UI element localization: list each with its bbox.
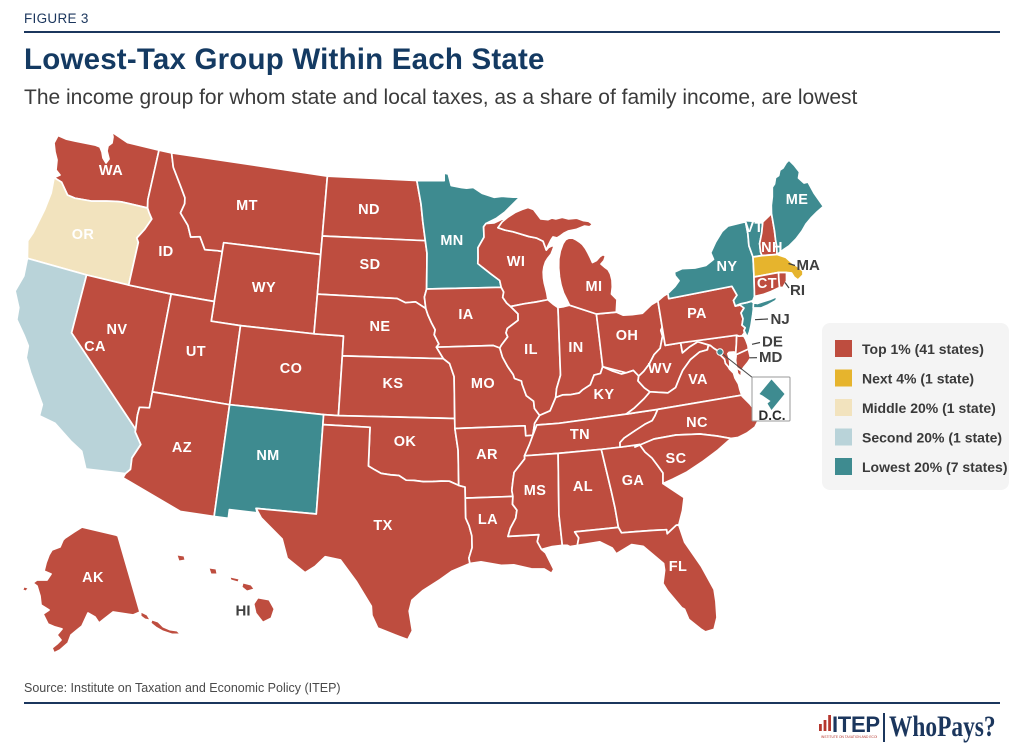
svg-text:HI: HI bbox=[236, 603, 251, 620]
svg-text:Second 20% (1 state): Second 20% (1 state) bbox=[862, 430, 1002, 446]
svg-text:SD: SD bbox=[360, 257, 381, 273]
svg-text:VT: VT bbox=[744, 220, 763, 236]
svg-text:VA: VA bbox=[688, 372, 708, 388]
svg-text:AR: AR bbox=[476, 447, 498, 463]
svg-text:MD: MD bbox=[759, 349, 782, 366]
svg-text:MI: MI bbox=[586, 279, 603, 295]
svg-text:NM: NM bbox=[256, 448, 279, 464]
svg-text:AZ: AZ bbox=[172, 440, 192, 456]
svg-text:TN: TN bbox=[570, 427, 590, 443]
svg-text:Middle 20% (1 state): Middle 20% (1 state) bbox=[862, 400, 996, 416]
svg-text:MT: MT bbox=[236, 198, 258, 214]
svg-text:MA: MA bbox=[797, 257, 820, 274]
svg-text:UT: UT bbox=[186, 344, 206, 360]
svg-text:NE: NE bbox=[370, 319, 391, 335]
svg-text:IA: IA bbox=[458, 307, 473, 323]
svg-text:MS: MS bbox=[524, 483, 547, 499]
svg-text:NC: NC bbox=[686, 415, 708, 431]
svg-text:ME: ME bbox=[786, 192, 809, 208]
svg-text:RI: RI bbox=[790, 282, 805, 299]
svg-text:IN: IN bbox=[568, 340, 583, 356]
svg-text:TX: TX bbox=[373, 518, 392, 534]
svg-text:OH: OH bbox=[616, 328, 639, 344]
svg-text:NH: NH bbox=[761, 240, 783, 256]
svg-text:FL: FL bbox=[669, 559, 688, 575]
svg-text:CA: CA bbox=[84, 339, 106, 355]
svg-text:WY: WY bbox=[252, 280, 276, 296]
svg-text:ID: ID bbox=[158, 244, 173, 260]
svg-text:MN: MN bbox=[440, 233, 463, 249]
svg-text:MO: MO bbox=[471, 376, 495, 392]
svg-text:CT: CT bbox=[757, 276, 777, 292]
svg-text:OR: OR bbox=[72, 227, 95, 243]
svg-text:AL: AL bbox=[573, 479, 593, 495]
svg-text:Next 4% (1 state): Next 4% (1 state) bbox=[862, 371, 974, 387]
svg-text:KS: KS bbox=[383, 376, 404, 392]
svg-text:CO: CO bbox=[280, 361, 303, 377]
svg-text:NV: NV bbox=[107, 322, 128, 338]
svg-text:NJ: NJ bbox=[771, 311, 790, 328]
svg-text:LA: LA bbox=[478, 512, 498, 528]
svg-text:GA: GA bbox=[622, 473, 645, 489]
svg-text:IL: IL bbox=[524, 342, 538, 358]
svg-text:NY: NY bbox=[717, 259, 738, 275]
svg-text:Top 1% (41 states): Top 1% (41 states) bbox=[862, 341, 984, 357]
svg-text:SC: SC bbox=[666, 451, 687, 467]
svg-text:WV: WV bbox=[648, 361, 672, 377]
svg-text:KY: KY bbox=[594, 387, 615, 403]
svg-text:PA: PA bbox=[687, 306, 707, 322]
svg-text:ND: ND bbox=[358, 202, 380, 218]
svg-text:Lowest 20% (7 states): Lowest 20% (7 states) bbox=[862, 459, 1008, 475]
svg-text:OK: OK bbox=[394, 434, 417, 450]
svg-text:AK: AK bbox=[82, 570, 104, 586]
svg-text:WI: WI bbox=[507, 254, 526, 270]
svg-text:D.C.: D.C. bbox=[759, 408, 786, 423]
svg-text:DE: DE bbox=[762, 334, 783, 351]
svg-text:WA: WA bbox=[99, 163, 123, 179]
